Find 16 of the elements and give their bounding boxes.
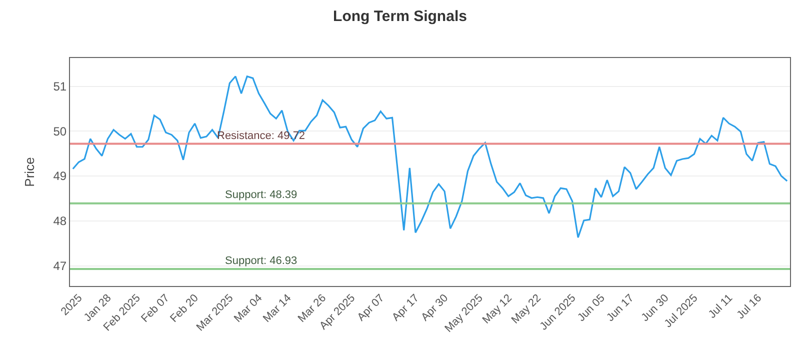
x-tick-label: Apr 07 — [355, 292, 387, 324]
y-tick-label: 47 — [53, 259, 67, 273]
chart-title: Long Term Signals — [333, 8, 467, 25]
x-tick-label: Feb 20 — [168, 292, 201, 325]
ref-line-label: Support: 48.39 — [225, 189, 298, 201]
x-tick-label: Jul 11 — [706, 292, 736, 321]
line-series — [72, 76, 788, 238]
x-tick-label: Mar 14 — [261, 292, 294, 325]
y-tick-label: 48 — [53, 214, 67, 228]
y-tick-label: 51 — [53, 79, 67, 94]
y-tick-label: 49 — [53, 169, 67, 184]
x-tick-label: Apr 17 — [390, 292, 422, 324]
y-axis-title: Price — [22, 157, 37, 187]
x-tick-label: Jul 16 — [734, 292, 764, 322]
ref-line-label: Support: 46.93 — [225, 255, 298, 267]
y-tick-label: 50 — [53, 124, 67, 138]
